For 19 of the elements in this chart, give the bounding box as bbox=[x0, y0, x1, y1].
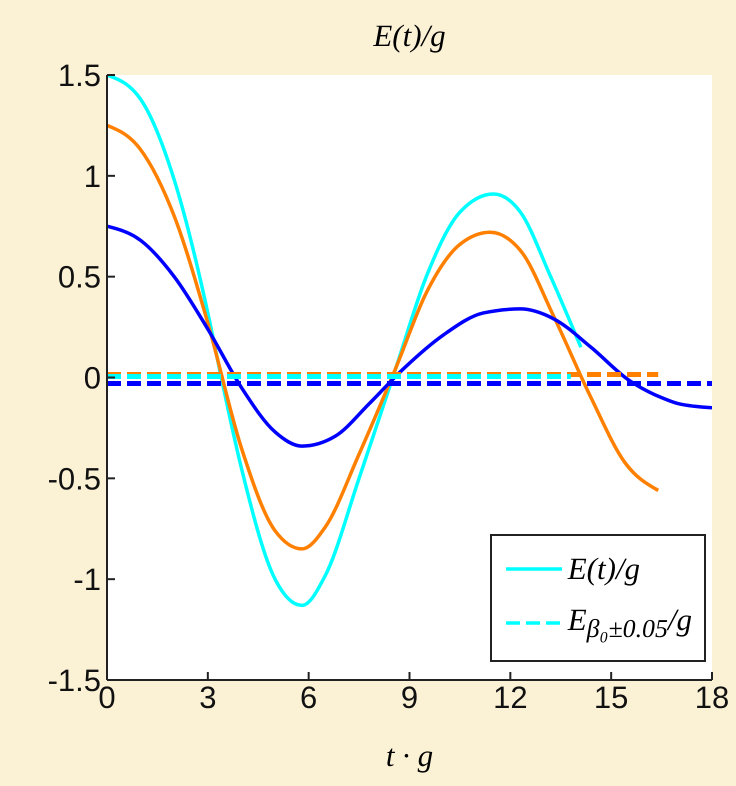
y-tick-label: -1 bbox=[73, 562, 101, 598]
x-tick-label: 3 bbox=[199, 680, 216, 716]
chart-title: E(t)/g bbox=[372, 18, 447, 54]
legend-label: E$_{β₀±0.05}$/g bbox=[568, 602, 692, 644]
line-series bbox=[107, 224, 712, 448]
y-tick-label: 0 bbox=[84, 360, 101, 396]
x-tick-label: 18 bbox=[694, 680, 730, 716]
y-tick-label: -1.5 bbox=[48, 663, 101, 698]
x-tick-label: 15 bbox=[594, 680, 628, 716]
y-tick-label: 0.5 bbox=[58, 260, 101, 295]
y-tick-label: 1 bbox=[84, 158, 101, 194]
x-axis-title: t · g bbox=[384, 738, 434, 774]
x-tick-label: 6 bbox=[300, 680, 318, 716]
y-tick-label: -0.5 bbox=[48, 461, 101, 496]
line-series bbox=[107, 124, 660, 551]
x-tick-label: 12 bbox=[493, 680, 528, 716]
legend-label: E(t)/g bbox=[568, 551, 640, 587]
y-tick-label: 1.5 bbox=[58, 58, 101, 94]
x-tick-label: 9 bbox=[400, 680, 418, 716]
